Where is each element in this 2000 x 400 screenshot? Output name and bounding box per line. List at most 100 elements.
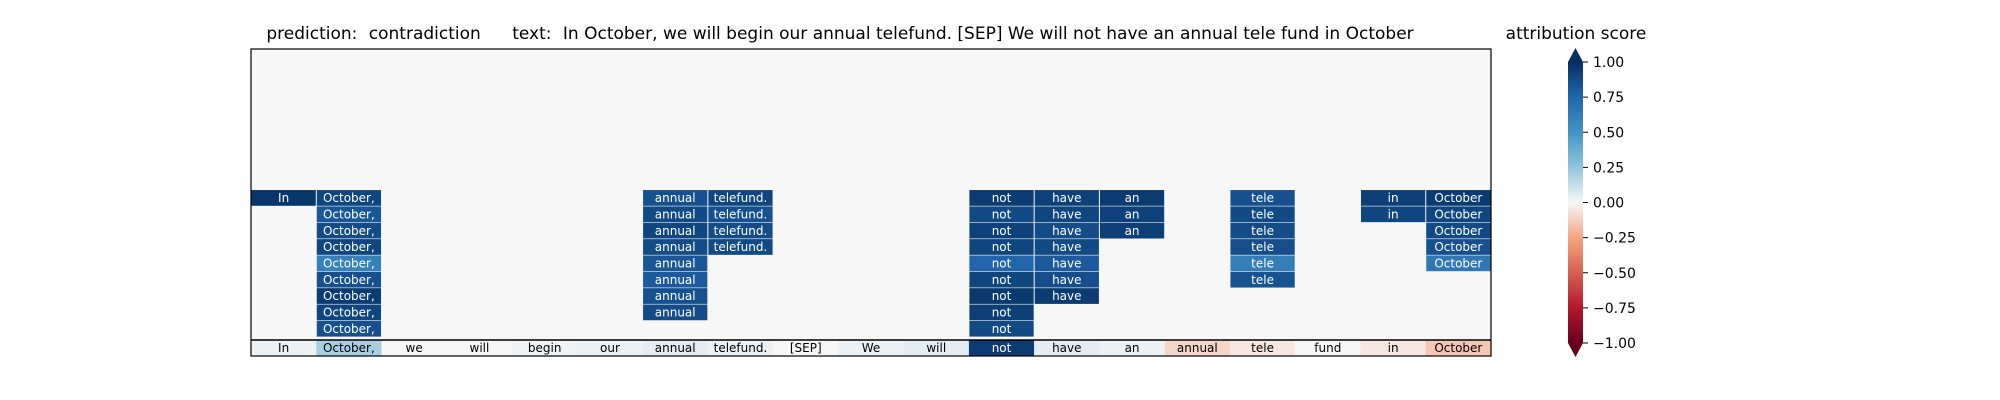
bottom-cell — [446, 340, 513, 356]
stacked-token-label: annual — [655, 240, 696, 254]
bottom-cell — [707, 340, 774, 356]
stacked-token-label: October — [1434, 207, 1482, 221]
colorbar-tick-label: −1.00 — [1593, 336, 1636, 352]
bottom-cell — [1295, 340, 1361, 356]
stacked-cell — [316, 320, 382, 337]
prediction-value: contradiction — [369, 24, 481, 44]
stacked-token-label: in — [1388, 207, 1399, 221]
colorbar-tick-label: 0.25 — [1593, 160, 1624, 176]
colorbar-label: attribution score — [1506, 24, 1647, 44]
stacked-token-label: October — [1434, 240, 1482, 254]
stacked-cell — [1034, 222, 1099, 239]
bottom-cell — [1229, 340, 1296, 356]
stacked-cell — [1034, 288, 1099, 304]
stacked-cell — [643, 190, 708, 206]
bottom-token-label: tele — [1251, 341, 1274, 355]
heatmap-cell-labels: In October, we will begin our annual telefund. [… — [278, 191, 1482, 355]
stacked-token-label: October — [1434, 256, 1482, 270]
bottom-token-label: annual — [655, 341, 696, 355]
stacked-token-label: tele — [1251, 207, 1274, 221]
stacked-token-label: annual — [655, 273, 696, 287]
stacked-cell — [969, 304, 1034, 321]
stacked-cell — [1034, 206, 1099, 223]
stacked-cell — [969, 239, 1034, 255]
prediction-label: prediction: — [266, 24, 357, 44]
stacked-cell — [969, 320, 1034, 337]
stacked-cell — [643, 222, 708, 239]
stacked-cell — [316, 222, 382, 239]
stacked-cell — [251, 190, 316, 206]
bottom-token-label: our — [600, 341, 620, 355]
bottom-token-label: have — [1052, 341, 1081, 355]
stacked-token-label: October, — [323, 273, 375, 287]
stacked-cell — [1360, 206, 1426, 223]
stacked-cell — [316, 206, 382, 223]
stacked-cell — [1426, 255, 1491, 272]
stacked-cell — [643, 271, 708, 288]
colorbar-top-extend — [1568, 48, 1583, 62]
stacked-token-label: telefund. — [714, 191, 768, 205]
stacked-token-label: an — [1125, 224, 1140, 238]
text-value: In October, we will begin our annual tel… — [563, 24, 1414, 44]
stacked-cell — [1230, 222, 1295, 239]
stacked-cell — [316, 255, 382, 272]
stacked-token-label: have — [1052, 191, 1081, 205]
stacked-cell — [708, 206, 773, 223]
colorbar-bottom-extend — [1568, 343, 1583, 357]
bottom-token-label: we — [406, 341, 423, 355]
bottom-cell — [838, 340, 904, 356]
stacked-token-label: have — [1052, 224, 1081, 238]
stacked-token-label: tele — [1251, 256, 1274, 270]
colorbar-gradient — [1568, 62, 1583, 343]
stacked-cell — [1099, 190, 1165, 206]
stacked-token-label: an — [1125, 207, 1140, 221]
stacked-token-label: an — [1125, 191, 1140, 205]
bottom-token-label: will — [470, 341, 490, 355]
stacked-token-label: have — [1052, 289, 1081, 303]
bottom-token-label: an — [1125, 341, 1140, 355]
bottom-token-label: October — [1434, 341, 1482, 355]
bottom-cell — [642, 340, 708, 356]
stacked-token-label: have — [1052, 273, 1081, 287]
stacked-token-label: In — [278, 191, 289, 205]
stacked-token-label: not — [992, 256, 1012, 270]
bottom-token-label: In — [278, 341, 289, 355]
stacked-cell — [316, 288, 382, 304]
stacked-cell — [643, 255, 708, 272]
stacked-token-label: have — [1052, 207, 1081, 221]
bottom-cell — [1099, 340, 1165, 356]
stacked-token-label: October, — [323, 322, 375, 336]
bottom-token-label: will — [926, 341, 946, 355]
stacked-cell — [1426, 222, 1491, 239]
bottom-cell — [251, 340, 317, 356]
stacked-token-label: annual — [655, 306, 696, 320]
stacked-cell — [316, 190, 382, 206]
stacked-cell — [1230, 255, 1295, 272]
colorbar-tick-label: −0.75 — [1593, 301, 1636, 317]
stacked-cell — [1426, 239, 1491, 255]
stacked-token-label: October — [1434, 224, 1482, 238]
stacked-token-label: tele — [1251, 191, 1274, 205]
bottom-token-label: annual — [1177, 341, 1218, 355]
bottom-cell — [968, 340, 1035, 356]
stacked-token-label: telefund. — [714, 224, 768, 238]
bottom-cell — [1034, 340, 1100, 356]
stacked-cell — [1230, 190, 1295, 206]
stacked-token-label: October — [1434, 191, 1482, 205]
stacked-token-label: October, — [323, 306, 375, 320]
stacked-cell — [969, 222, 1034, 239]
stacked-token-label: October, — [323, 240, 375, 254]
stacked-cell — [1360, 190, 1426, 206]
bottom-token-label: fund — [1314, 341, 1341, 355]
bottom-cell — [381, 340, 447, 356]
stacked-token-label: October, — [323, 191, 375, 205]
stacked-cell — [969, 190, 1034, 206]
stacked-token-label: not — [992, 322, 1012, 336]
stacked-cell — [708, 190, 773, 206]
stacked-cell — [708, 222, 773, 239]
stacked-token-label: annual — [655, 207, 696, 221]
stacked-cell — [1426, 190, 1491, 206]
colorbar-ticks: 1.00 0.75 0.50 0.25 0.00 −0.25 −0.50 −0.75 −1.00 — [1583, 55, 1636, 352]
stacked-cell — [316, 271, 382, 288]
